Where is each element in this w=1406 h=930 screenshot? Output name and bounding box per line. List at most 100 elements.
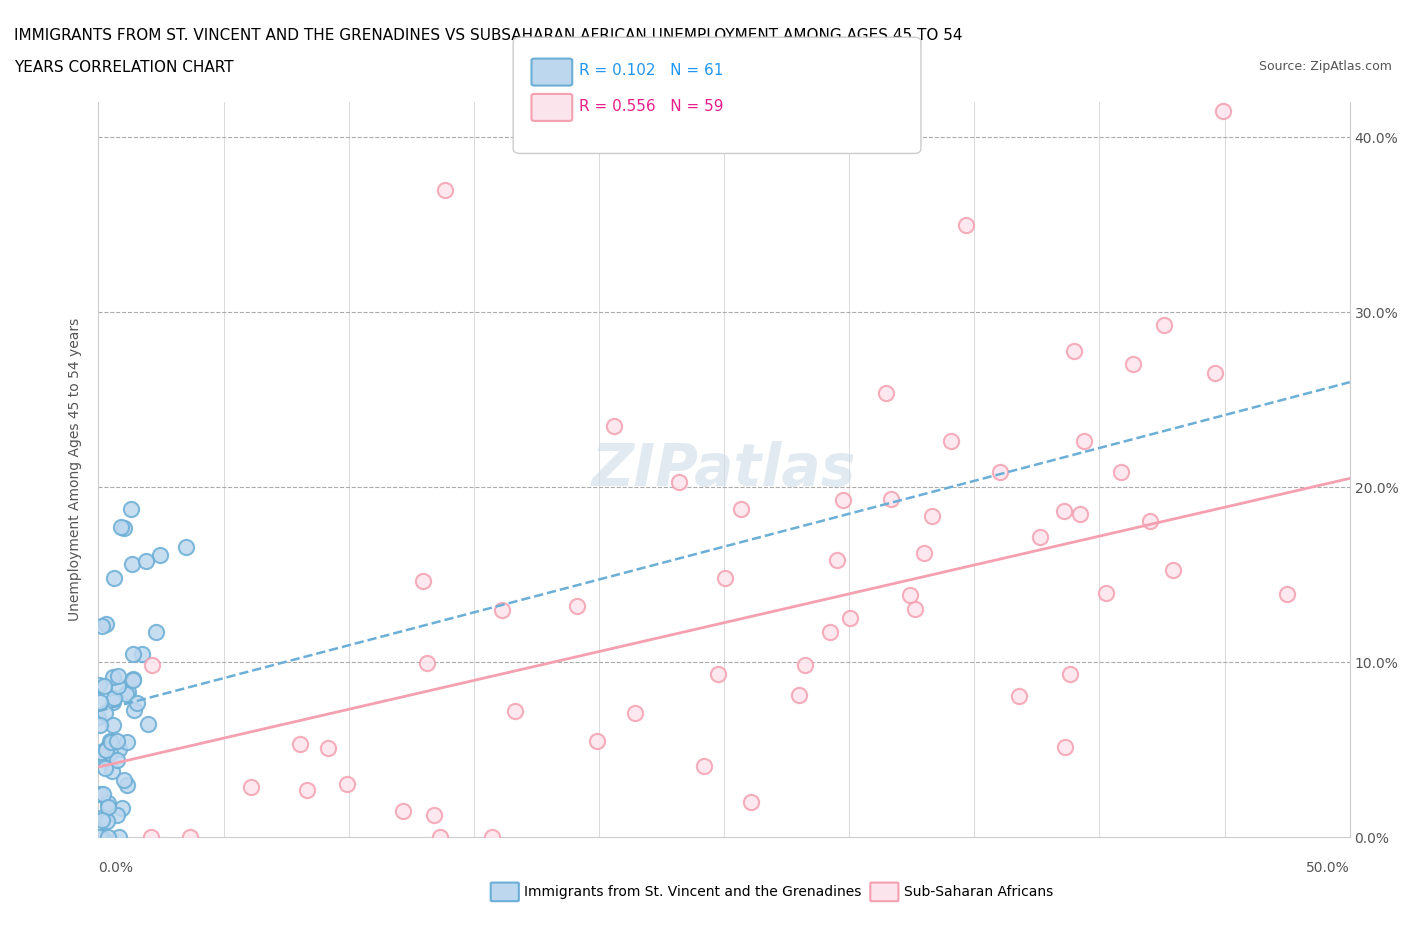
Point [110, 801, 132, 816]
Point [89, 718, 111, 733]
Point [112, 773, 135, 788]
Point [127, 696, 149, 711]
Point [90, 813, 112, 828]
Point [1054, 739, 1077, 754]
Point [145, 625, 167, 640]
Point [110, 520, 132, 535]
Point [1095, 585, 1118, 600]
Point [707, 667, 730, 682]
Point [98, 746, 121, 761]
Point [101, 764, 124, 778]
Point [416, 656, 439, 671]
Point [96, 814, 118, 829]
Point [336, 777, 359, 791]
Point [87, 677, 110, 692]
Point [94, 706, 117, 721]
Point [565, 598, 588, 613]
Point [904, 602, 927, 617]
Point [693, 759, 716, 774]
Point [1109, 465, 1132, 480]
Point [1153, 317, 1175, 332]
Point [1069, 507, 1091, 522]
Text: 50.0%: 50.0% [1306, 860, 1350, 874]
Point [94, 742, 117, 757]
Point [107, 678, 129, 693]
Point [668, 475, 690, 490]
Point [103, 690, 125, 705]
Point [831, 493, 853, 508]
Point [714, 570, 737, 585]
Point [97, 830, 120, 844]
Point [988, 465, 1011, 480]
Text: IMMIGRANTS FROM ST. VINCENT AND THE GRENADINES VS SUBSAHARAN AFRICAN UNEMPLOYMEN: IMMIGRANTS FROM ST. VINCENT AND THE GREN… [14, 28, 963, 43]
Point [1277, 587, 1299, 602]
Point [97, 795, 120, 810]
Point [1204, 365, 1226, 380]
Point [105, 752, 128, 767]
Point [117, 685, 139, 700]
Point [875, 385, 897, 400]
Point [96, 743, 118, 758]
Point [135, 554, 157, 569]
Point [112, 521, 135, 536]
Point [624, 706, 647, 721]
Point [429, 830, 451, 844]
Point [105, 734, 128, 749]
Point [1059, 667, 1081, 682]
Point [603, 418, 626, 433]
Point [100, 735, 122, 750]
Point [491, 603, 513, 618]
Point [120, 501, 142, 516]
Point [103, 571, 125, 586]
Text: Source: ZipAtlas.com: Source: ZipAtlas.com [1258, 60, 1392, 73]
Point [101, 717, 124, 732]
Point [392, 804, 415, 818]
Point [97, 800, 120, 815]
Point [107, 808, 129, 823]
Point [1139, 514, 1161, 529]
Point [1212, 103, 1234, 118]
Point [939, 433, 962, 448]
Point [91, 619, 114, 634]
Point [912, 546, 935, 561]
Point [818, 625, 841, 640]
Point [1008, 688, 1031, 703]
Point [90, 745, 112, 760]
Point [91, 830, 114, 844]
Point [481, 830, 503, 844]
Point [880, 492, 903, 507]
Point [93, 679, 115, 694]
Point [955, 218, 977, 232]
Point [115, 778, 138, 793]
Point [740, 794, 762, 809]
Point [423, 807, 446, 822]
Point [730, 502, 752, 517]
Point [90, 830, 112, 844]
Point [240, 779, 263, 794]
Point [108, 830, 131, 844]
Point [433, 182, 456, 197]
Point [1053, 503, 1076, 518]
Point [898, 588, 921, 603]
Y-axis label: Unemployment Among Ages 45 to 54 years: Unemployment Among Ages 45 to 54 years [69, 318, 83, 621]
Point [131, 647, 153, 662]
Point [316, 740, 339, 755]
Point [1029, 529, 1052, 544]
Point [1122, 357, 1144, 372]
Text: YEARS CORRELATION CHART: YEARS CORRELATION CHART [14, 60, 233, 75]
Point [98, 734, 121, 749]
Text: R = 0.556   N = 59: R = 0.556 N = 59 [579, 99, 724, 113]
Point [87, 709, 110, 724]
Point [179, 830, 201, 844]
Point [139, 830, 162, 844]
Point [149, 547, 172, 562]
Text: 0.0%: 0.0% [98, 860, 134, 874]
Point [412, 573, 434, 588]
Point [793, 658, 815, 672]
Point [295, 782, 318, 797]
Point [787, 687, 810, 702]
Point [505, 703, 527, 718]
Point [89, 830, 111, 844]
Point [121, 672, 143, 687]
Point [89, 694, 111, 709]
